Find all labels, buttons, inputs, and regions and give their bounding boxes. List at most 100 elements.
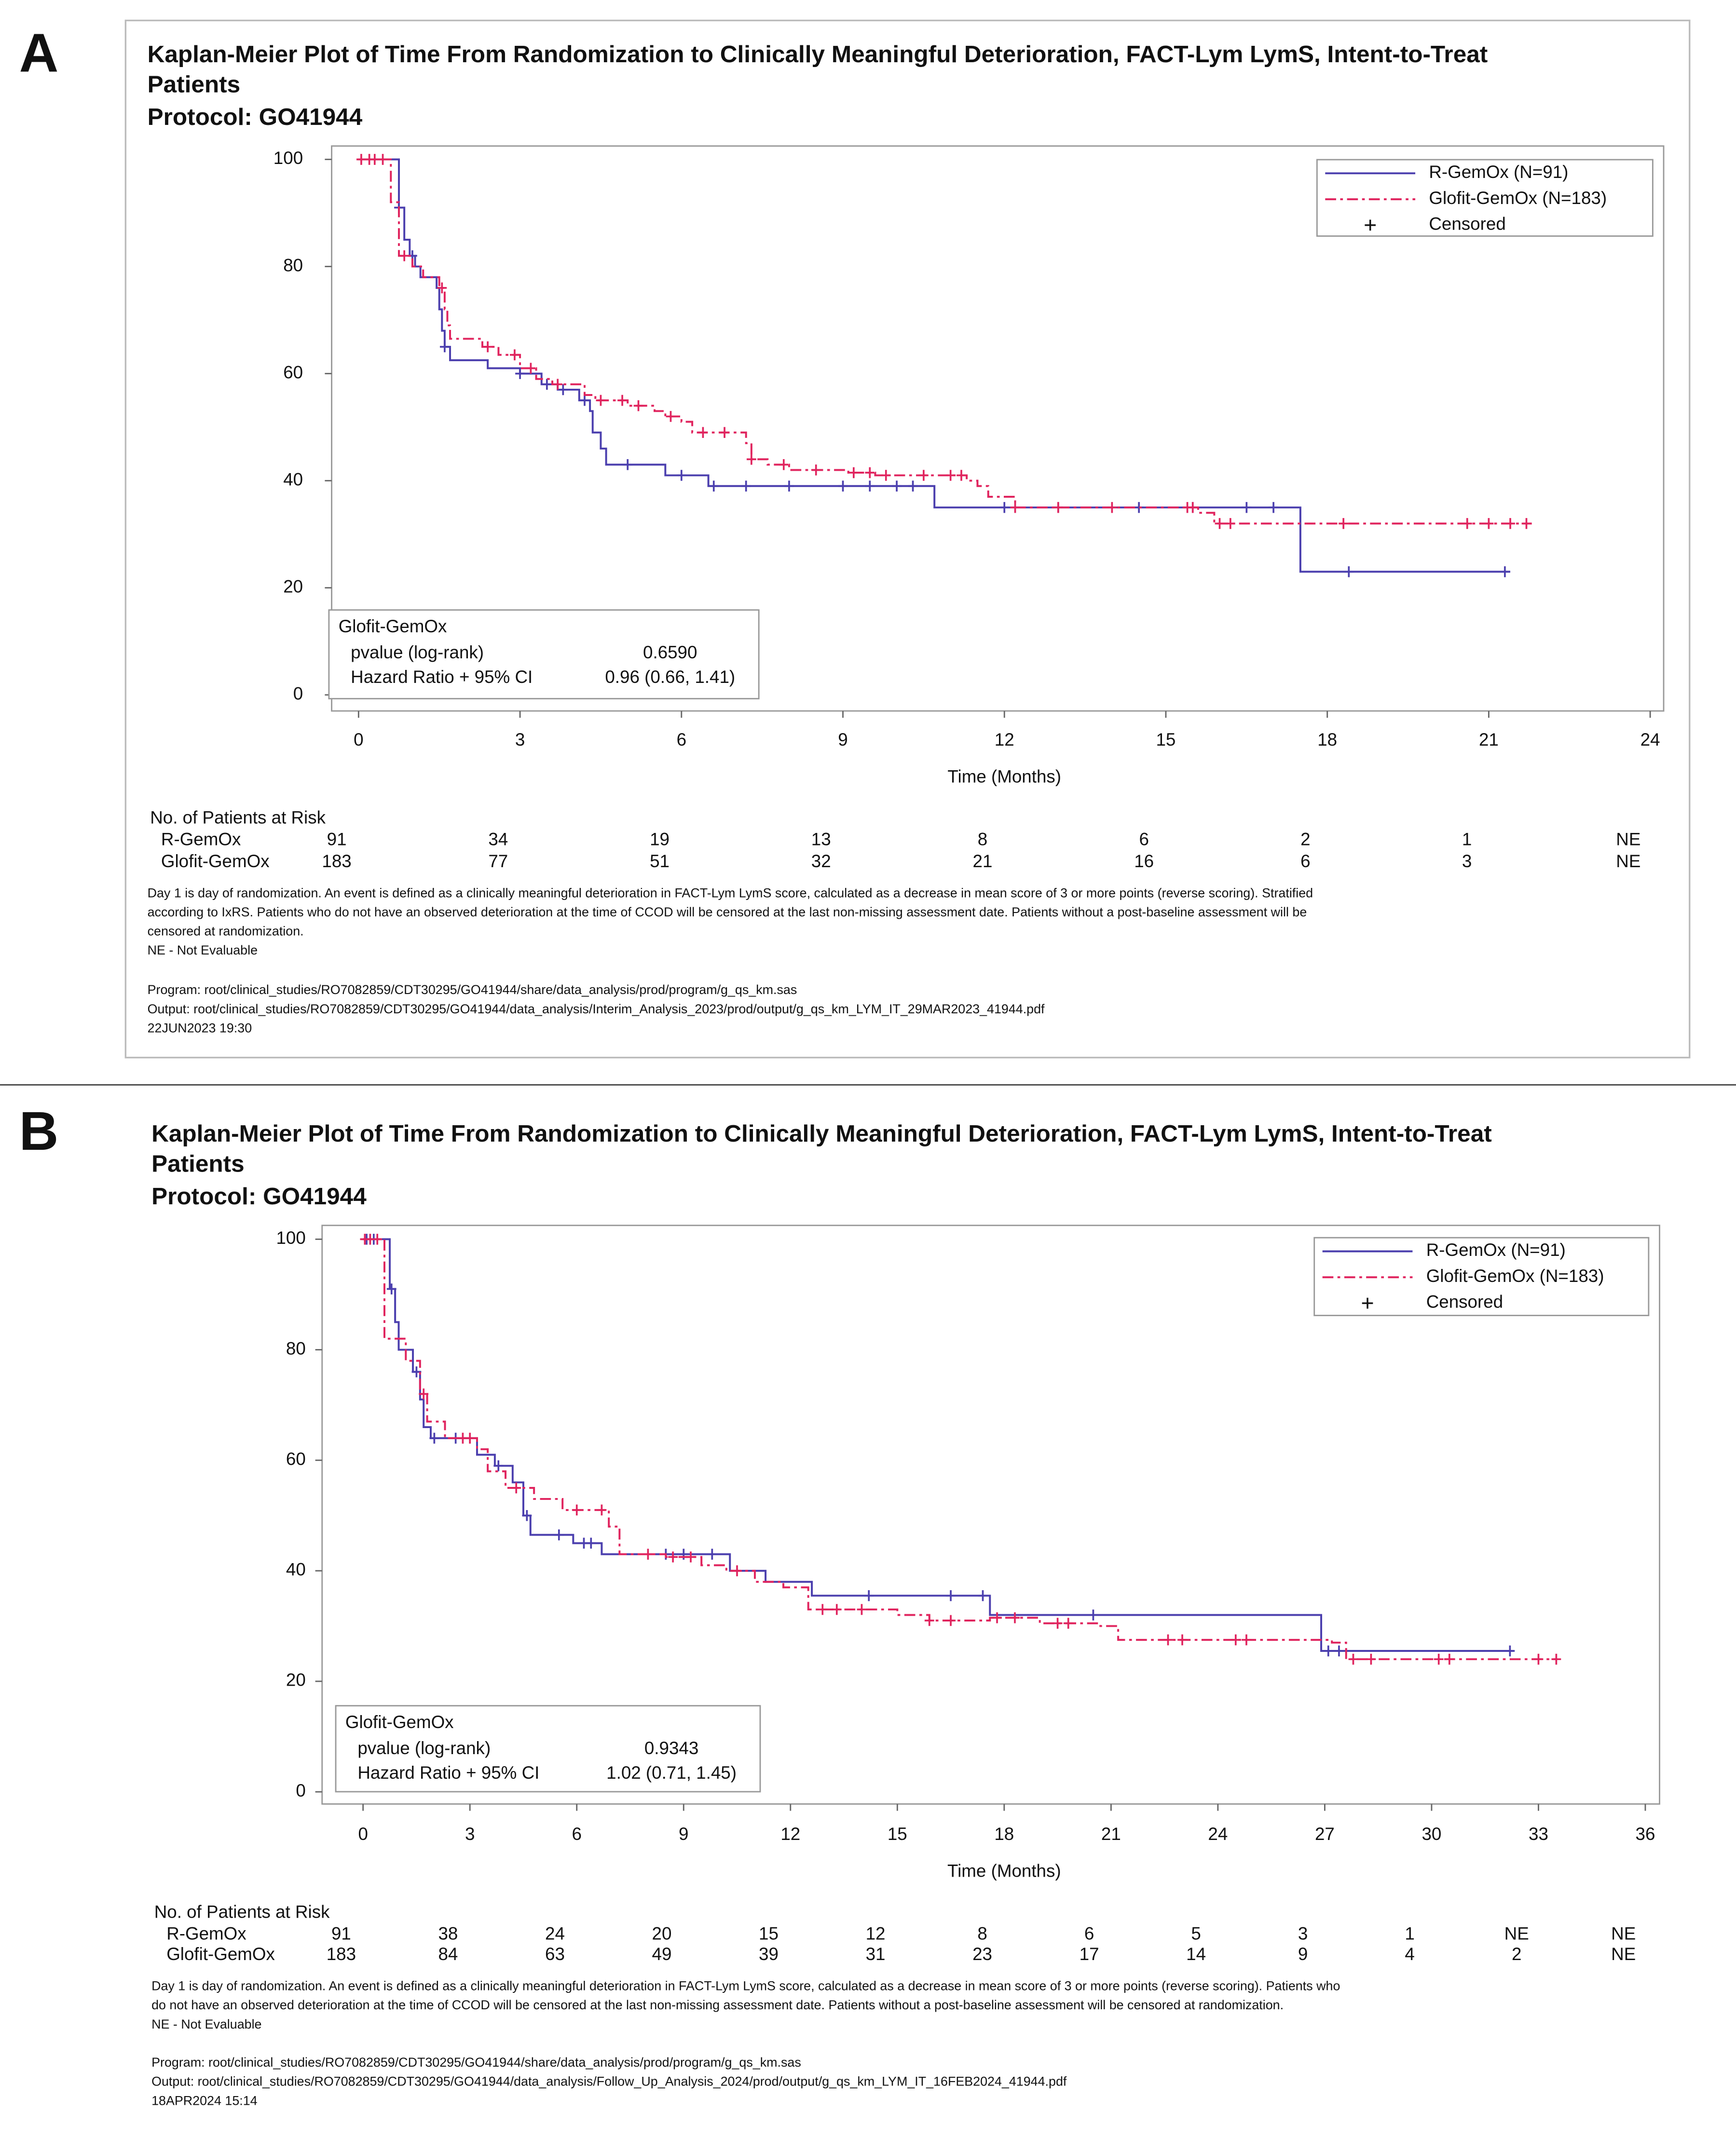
risk-count: 91 bbox=[331, 1924, 351, 1944]
censor-mark bbox=[643, 1549, 653, 1560]
risk-count: NE bbox=[1611, 1924, 1636, 1944]
censor-mark bbox=[483, 341, 493, 353]
risk-count: 39 bbox=[759, 1944, 779, 1964]
risk-row-name: R-GemOx bbox=[161, 830, 241, 849]
censor-mark bbox=[857, 1604, 867, 1615]
censor-mark bbox=[698, 427, 708, 438]
y-tick-label: 100 bbox=[276, 1228, 305, 1248]
risk-count: 2 bbox=[1512, 1944, 1521, 1964]
risk-count: 183 bbox=[322, 851, 351, 871]
censor-mark bbox=[1334, 1645, 1344, 1657]
x-tick-label: 30 bbox=[1422, 1824, 1441, 1844]
stats-label: Hazard Ratio + 95% CI bbox=[357, 1763, 539, 1783]
protocol: Protocol: GO41944 bbox=[148, 104, 363, 130]
risk-count: 15 bbox=[759, 1924, 779, 1944]
y-tick-label: 80 bbox=[286, 1338, 306, 1358]
x-tick-label: 24 bbox=[1208, 1824, 1228, 1844]
risk-count: 16 bbox=[1134, 851, 1154, 871]
censor-mark bbox=[378, 154, 388, 165]
footnote: NE - Not Evaluable bbox=[148, 943, 258, 957]
censor-mark bbox=[1551, 1653, 1561, 1665]
censor-mark bbox=[1053, 1618, 1063, 1629]
risk-count: 3 bbox=[1462, 851, 1472, 871]
risk-count: 34 bbox=[488, 830, 508, 849]
risk-count: 1 bbox=[1405, 1924, 1414, 1944]
risk-count: 19 bbox=[650, 830, 670, 849]
censor-mark bbox=[1348, 1653, 1358, 1665]
stats-box bbox=[328, 609, 760, 700]
censor-mark bbox=[429, 1432, 439, 1444]
footnote: NE - Not Evaluable bbox=[151, 2017, 261, 2031]
censor-mark bbox=[686, 1551, 696, 1563]
censor-mark bbox=[924, 1615, 934, 1626]
stats-label: pvalue (log-rank) bbox=[357, 1738, 491, 1758]
censor-mark bbox=[1344, 566, 1354, 577]
censor-mark bbox=[1177, 1634, 1187, 1646]
censor-mark bbox=[1010, 1612, 1020, 1623]
censor-mark bbox=[832, 1604, 842, 1615]
x-tick-label: 15 bbox=[1156, 730, 1176, 749]
panel-label: A bbox=[19, 23, 59, 83]
censor-mark bbox=[707, 1549, 717, 1560]
censor-mark bbox=[553, 379, 563, 390]
risk-count: 12 bbox=[866, 1924, 886, 1944]
censor-mark bbox=[945, 470, 956, 481]
legend-label: Censored bbox=[1426, 1292, 1503, 1312]
panel-frame bbox=[124, 19, 1691, 1059]
censor-mark bbox=[865, 467, 875, 478]
censor-mark bbox=[465, 1432, 475, 1444]
chart-title: Kaplan-Meier Plot of Time From Randomiza… bbox=[148, 41, 1488, 68]
risk-count: 183 bbox=[327, 1944, 356, 1964]
censor-mark bbox=[1366, 1653, 1376, 1665]
risk-count: 6 bbox=[1300, 851, 1310, 871]
x-axis-label: Time (Months) bbox=[947, 1861, 1061, 1881]
censor-mark bbox=[818, 1604, 828, 1615]
censor-mark bbox=[372, 1234, 383, 1245]
plot-frame bbox=[331, 145, 1665, 712]
legend-censor-symbol bbox=[1362, 1297, 1373, 1309]
censor-mark bbox=[732, 1565, 742, 1577]
censor-mark bbox=[1053, 502, 1063, 513]
legend-label: R-GemOx (N=91) bbox=[1426, 1240, 1566, 1260]
censor-mark bbox=[623, 459, 633, 470]
x-tick-label: 24 bbox=[1640, 730, 1660, 749]
x-tick-label: 0 bbox=[354, 730, 363, 749]
censor-mark bbox=[1088, 1609, 1098, 1621]
risk-count: 38 bbox=[438, 1924, 458, 1944]
censor-mark bbox=[1107, 502, 1117, 513]
x-tick-label: 21 bbox=[1479, 730, 1499, 749]
risk-count: 14 bbox=[1186, 1944, 1206, 1964]
censor-mark bbox=[918, 470, 929, 481]
censor-mark bbox=[1462, 518, 1472, 529]
risk-count: 17 bbox=[1080, 1944, 1099, 1964]
plot-frame bbox=[321, 1225, 1660, 1805]
censor-mark bbox=[679, 1549, 689, 1560]
footnote: do not have an observed deterioration at… bbox=[151, 1998, 1284, 2012]
risk-count: 91 bbox=[327, 830, 347, 849]
survival-curve bbox=[363, 1238, 1557, 1661]
risk-count: NE bbox=[1504, 1924, 1529, 1944]
risk-count: 6 bbox=[1139, 830, 1148, 849]
censor-mark bbox=[848, 467, 859, 478]
x-tick-label: 6 bbox=[677, 730, 686, 749]
censor-mark bbox=[554, 1529, 564, 1540]
program-line: 18APR2024 15:14 bbox=[151, 2093, 258, 2108]
censor-mark bbox=[1500, 566, 1510, 577]
censor-mark bbox=[676, 470, 686, 481]
censor-mark bbox=[881, 470, 891, 481]
x-tick-label: 9 bbox=[679, 1824, 688, 1844]
censor-mark bbox=[522, 1510, 532, 1521]
censor-mark bbox=[586, 1538, 596, 1549]
censor-mark bbox=[399, 250, 410, 261]
censor-mark bbox=[668, 1551, 678, 1563]
stats-value: 1.02 (0.71, 1.45) bbox=[606, 1763, 737, 1783]
censor-mark bbox=[1215, 518, 1225, 529]
censor-mark bbox=[526, 363, 536, 374]
y-tick-label: 80 bbox=[283, 255, 303, 275]
risk-count: 1 bbox=[1462, 830, 1472, 849]
stats-label: Hazard Ratio + 95% CI bbox=[351, 667, 533, 687]
footnote: Day 1 is day of randomization. An event … bbox=[148, 886, 1313, 900]
legend-label: R-GemOx (N=91) bbox=[1429, 162, 1568, 182]
risk-count: NE bbox=[1616, 851, 1640, 871]
risk-count: 2 bbox=[1300, 830, 1310, 849]
